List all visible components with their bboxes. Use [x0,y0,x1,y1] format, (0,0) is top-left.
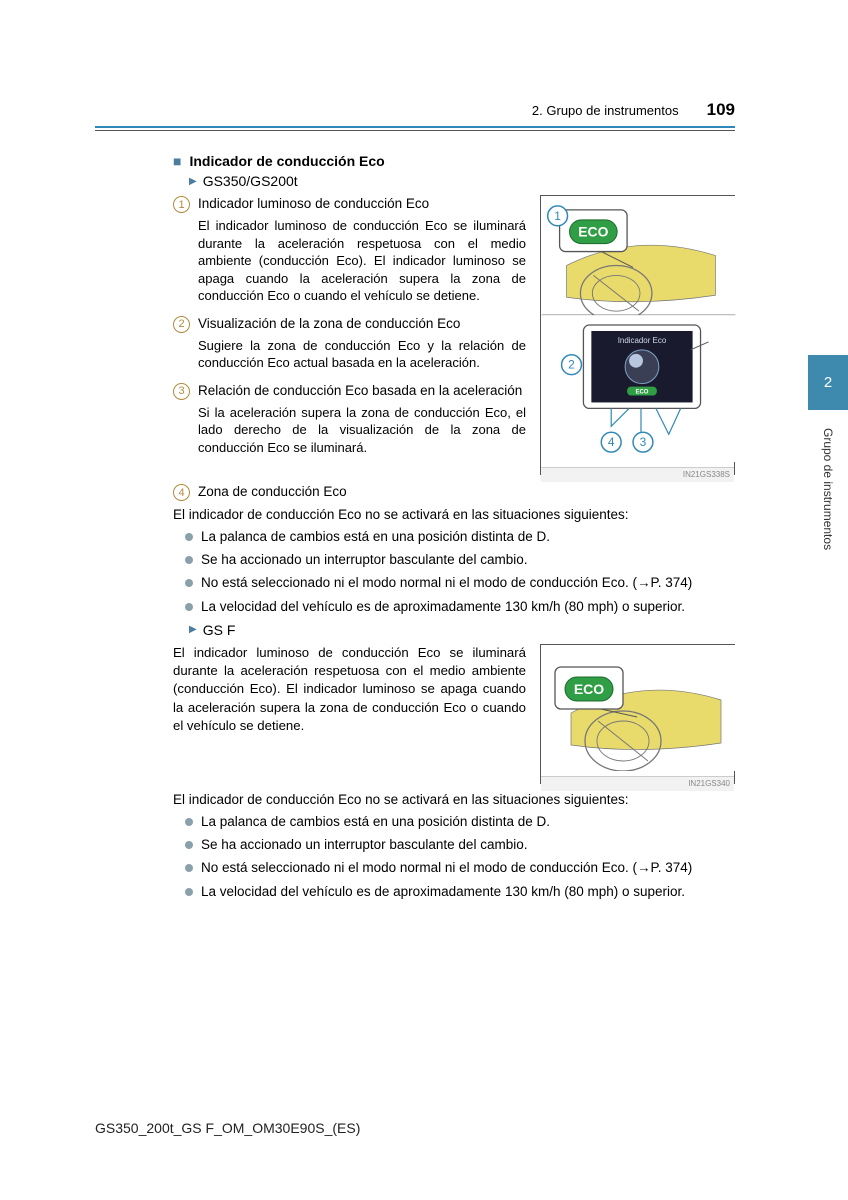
section-breadcrumb: 2. Grupo de instrumentos [532,103,679,118]
condition-row: Se ha accionado un interruptor basculant… [185,551,735,569]
fig1-eco-text: ECO [578,224,608,240]
callout-number-3: 3 [173,383,190,400]
bullet-icon [185,603,193,611]
condition-text: No está seleccionado ni el modo normal n… [201,574,692,592]
header-rule-accent [95,126,735,128]
figure-1-column: ECO 1 Indicador Eco [540,195,735,475]
model-variant-b: ▶ GS F [189,622,735,638]
condition-row: Se ha accionado un interruptor basculant… [185,836,735,854]
section-title: Indicador de conducción Eco [189,153,384,169]
bullet-icon [185,818,193,826]
figure-2-column: ECO IN21GS340 [540,644,735,784]
fig1-callout-1: 1 [554,209,561,223]
svg-text:ECO: ECO [636,390,649,396]
page-number: 109 [707,100,735,120]
item-3-label: Relación de conducción Eco basada en la … [198,382,526,400]
condition-row: No está seleccionado ni el modo normal n… [185,574,735,592]
chapter-tab-number: 2 [824,374,832,391]
callout-number-2: 2 [173,316,190,333]
condition-text: La palanca de cambios está en una posici… [201,528,550,546]
condition-text: La palanca de cambios está en una posici… [201,813,550,831]
condition-row: La velocidad del vehículo es de aproxima… [185,883,735,901]
condition-text: Se ha accionado un interruptor basculant… [201,836,527,854]
definitions-column: 1 Indicador luminoso de conducción Eco E… [173,195,526,475]
bullet-icon [185,579,193,587]
triangle-icon: ▶ [189,624,197,635]
item-3-body: Si la aceleración supera la zona de cond… [198,404,526,457]
item-1-label: Indicador luminoso de conducción Eco [198,195,526,213]
condition-text: No está seleccionado ni el modo normal n… [201,859,692,877]
gsf-paragraph: El indicador luminoso de conducción Eco … [173,644,526,784]
fig1-callout-4: 4 [608,435,615,449]
figure-1: ECO 1 Indicador Eco [540,195,735,475]
figure-2-svg: ECO [541,645,736,771]
figure-1-caption: IN21GS338S [541,467,734,482]
figure-2: ECO IN21GS340 [540,644,735,784]
bullet-icon [185,888,193,896]
model-variant-label: GS F [203,622,236,638]
conditions-intro-b: El indicador de conducción Eco no se act… [173,792,735,807]
item-1-body: El indicador luminoso de conducción Eco … [198,217,526,305]
fig1-callout-2: 2 [568,358,575,372]
bullet-icon [185,841,193,849]
page-header: 2. Grupo de instrumentos 109 [95,100,735,126]
item-4-label: Zona de conducción Eco [198,483,735,501]
condition-row: La palanca de cambios está en una posici… [185,528,735,546]
condition-row: No está seleccionado ni el modo normal n… [185,859,735,877]
condition-row: La palanca de cambios está en una posici… [185,813,735,831]
model-variant-label: GS350/GS200t [203,173,298,189]
condition-text: Se ha accionado un interruptor basculant… [201,551,527,569]
model-variant-a: ▶ GS350/GS200t [189,173,735,189]
bullet-icon [185,556,193,564]
fig1-callout-3: 3 [640,435,647,449]
condition-row: La velocidad del vehículo es de aproxima… [185,598,735,616]
item-2-label: Visualización de la zona de conducción E… [198,315,526,333]
square-bullet-icon: ■ [173,153,181,169]
figure-2-caption: IN21GS340 [541,776,734,791]
condition-text: La velocidad del vehículo es de aproxima… [201,883,685,901]
item-2-body: Sugiere la zona de conducción Eco y la r… [198,337,526,372]
conditions-intro-a: El indicador de conducción Eco no se act… [173,507,735,522]
figure-1-svg: ECO 1 Indicador Eco [541,196,736,462]
footer-doc-id: GS350_200t_GS F_OM_OM30E90S_(ES) [95,1120,360,1136]
fig1-sublabel: Indicador Eco [618,336,667,345]
bullet-icon [185,864,193,872]
section-heading: ■ Indicador de conducción Eco [173,153,735,169]
condition-text: La velocidad del vehículo es de aproxima… [201,598,685,616]
bullet-icon [185,533,193,541]
triangle-icon: ▶ [189,176,197,187]
chapter-tab: 2 [808,355,848,410]
callout-number-1: 1 [173,196,190,213]
fig2-eco-text: ECO [574,681,604,697]
header-rule-thin [95,130,735,131]
callout-number-4: 4 [173,484,190,501]
chapter-tab-label: Grupo de instrumentos [821,428,835,550]
page-content: 2. Grupo de instrumentos 109 ■ Indicador… [95,100,735,906]
